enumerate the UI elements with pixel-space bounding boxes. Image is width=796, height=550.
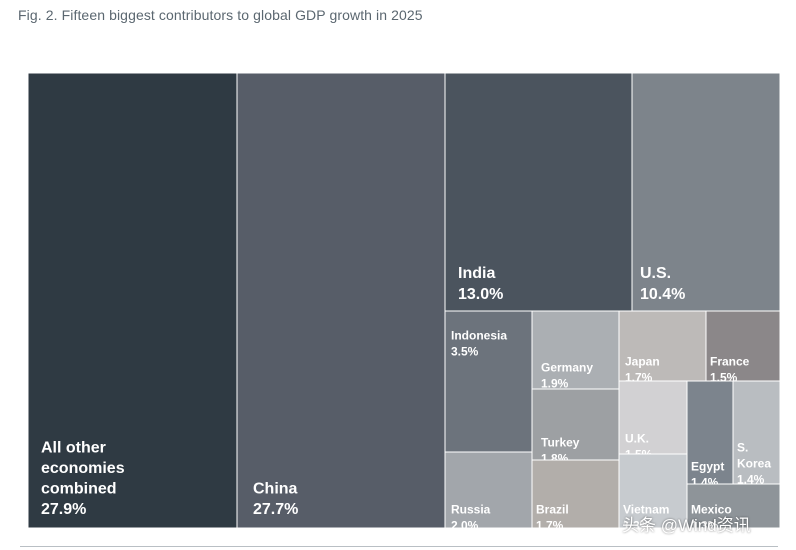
treemap-name-germany: Germany xyxy=(541,361,593,375)
treemap-cell-japan: Japan 1.7% xyxy=(618,310,707,385)
treemap-label-s-korea: S. Korea 1.4% xyxy=(737,441,771,487)
treemap-name-turkey: Turkey xyxy=(541,436,580,450)
treemap-label-india: India 13.0% xyxy=(458,265,503,303)
treemap-label-u-s: U.S. 10.4% xyxy=(640,265,685,303)
treemap-cell-russia: Russia 2.0% xyxy=(444,451,533,533)
treemap-name-all-other-economies-combined: economies xyxy=(41,460,125,477)
treemap-name-russia: Russia xyxy=(451,503,491,517)
treemap-cell-u-s: U.S. 10.4% xyxy=(631,72,781,312)
treemap-rect-u-k xyxy=(618,380,688,455)
treemap-cell-vietnam: Vietnam 1.3% xyxy=(618,453,688,533)
treemap-cell-turkey: Turkey 1.8% xyxy=(531,388,620,466)
treemap-name-u-k: U.K. xyxy=(625,432,649,446)
treemap-label-all-other-economies-combined: All other economies combined 27.9% xyxy=(41,440,125,519)
treemap-cell-u-k: U.K.1.5% xyxy=(618,380,688,462)
chart-title: Fig. 2. Fifteen biggest contributors to … xyxy=(18,7,423,23)
treemap-rect-s-korea xyxy=(732,380,781,485)
treemap-cell-china: China 27.7% xyxy=(236,72,446,529)
treemap-value-brazil: 1.7% xyxy=(536,519,564,533)
treemap-name-france: France xyxy=(710,355,750,369)
treemap-rect-china xyxy=(236,72,446,529)
treemap-cell-egypt: Egypt 1.4% xyxy=(686,380,734,490)
treemap-cell-brazil: Brazil 1.7% xyxy=(531,459,620,533)
treemap-label-mexico: Mexico 1.3% xyxy=(691,503,732,533)
watermark: 头条 @Wind资讯 xyxy=(622,516,751,535)
treemap-name-egypt: Egypt xyxy=(691,460,724,474)
treemap-rect-russia xyxy=(444,451,533,529)
treemap-name-vietnam: Vietnam xyxy=(623,503,669,517)
treemap-name-india: India xyxy=(458,265,495,282)
treemap-label-russia: Russia 2.0% xyxy=(451,503,491,533)
bottom-divider xyxy=(20,546,778,547)
treemap-value-s-korea: 1.4% xyxy=(737,473,765,487)
treemap-label-indonesia: Indonesia 3.5% xyxy=(451,329,507,359)
treemap-value-mexico: 1.3% xyxy=(691,519,719,533)
treemap-rect-france xyxy=(705,310,781,382)
treemap-value-indonesia: 3.5% xyxy=(451,345,479,359)
treemap-value-india: 13.0% xyxy=(458,286,503,303)
treemap-rect-indonesia xyxy=(444,310,533,453)
treemap-label-brazil: Brazil 1.7% xyxy=(536,503,569,533)
treemap-name-u-s: U.S. xyxy=(640,265,671,282)
treemap-rect-india xyxy=(444,72,633,312)
treemap-value-china: 27.7% xyxy=(253,501,298,518)
treemap-label-germany: Germany 1.9% xyxy=(541,361,593,391)
treemap-value-vietnam: 1.3% xyxy=(623,519,651,533)
treemap-rect-germany xyxy=(531,310,620,390)
treemap-value-germany: 1.9% xyxy=(541,377,569,391)
treemap-name-china: China xyxy=(253,481,298,498)
treemap-rect-egypt xyxy=(686,380,734,485)
treemap-name-s-korea: Korea xyxy=(737,457,771,471)
treemap-rect-japan xyxy=(618,310,707,382)
treemap-name-all-other-economies-combined: combined xyxy=(41,481,117,498)
treemap-cell-s-korea: S. Korea 1.4% xyxy=(732,380,781,487)
treemap-cell-mexico: Mexico 1.3% xyxy=(686,483,781,533)
treemap-name-mexico: Mexico xyxy=(691,503,732,517)
treemap-cell-india: India 13.0% xyxy=(444,72,633,312)
treemap-cell-all-other-economies-combined: All other economies combined 27.9% xyxy=(27,72,238,529)
treemap-cell-france: France 1.5% xyxy=(705,310,781,385)
treemap-name-japan: Japan xyxy=(625,355,660,369)
treemap-name-brazil: Brazil xyxy=(536,503,569,517)
treemap-value-u-s: 10.4% xyxy=(640,286,685,303)
treemap-cell-germany: Germany 1.9% xyxy=(531,310,620,391)
treemap-cell-indonesia: Indonesia 3.5% xyxy=(444,310,533,453)
treemap-rect-mexico xyxy=(686,483,781,529)
treemap-label-china: China 27.7% xyxy=(253,481,298,519)
treemap-rect-u-s xyxy=(631,72,781,312)
treemap-value-all-other-economies-combined: 27.9% xyxy=(41,501,86,518)
treemap-name-s-korea: S. xyxy=(737,441,748,455)
treemap-name-indonesia: Indonesia xyxy=(451,329,507,343)
treemap-name-all-other-economies-combined: All other xyxy=(41,440,106,457)
treemap-label-vietnam: Vietnam 1.3% xyxy=(623,503,669,533)
treemap-rect-turkey xyxy=(531,388,620,461)
treemap-value-russia: 2.0% xyxy=(451,519,479,533)
treemap-rect-brazil xyxy=(531,459,620,529)
